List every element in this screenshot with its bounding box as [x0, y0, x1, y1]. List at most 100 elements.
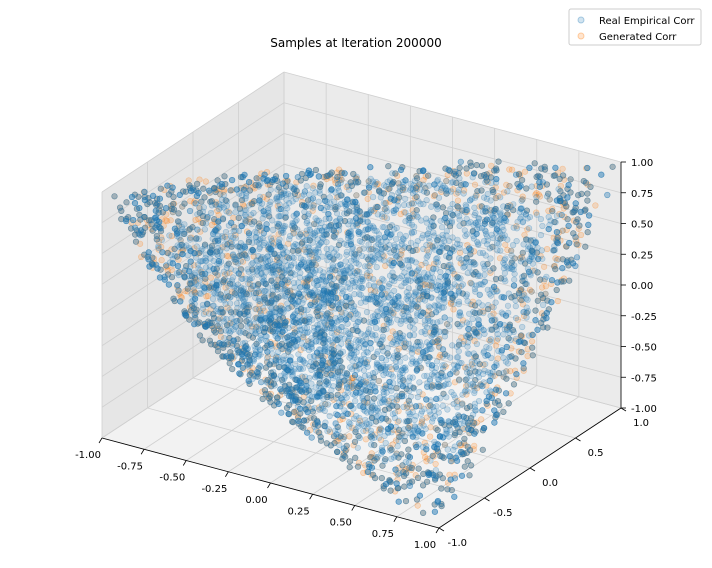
data-point — [312, 360, 319, 367]
data-point — [164, 267, 171, 274]
data-point — [256, 308, 264, 315]
data-point — [237, 184, 244, 192]
data-point — [450, 186, 457, 193]
gridline-y-floor — [192, 377, 531, 469]
data-point — [210, 302, 217, 309]
data-point — [401, 467, 408, 474]
data-point — [375, 180, 382, 187]
data-point — [222, 300, 229, 308]
data-point — [487, 207, 494, 214]
data-point — [432, 460, 439, 468]
data-point — [528, 338, 536, 345]
data-point — [312, 421, 319, 428]
data-point — [422, 260, 429, 267]
data-point — [208, 198, 215, 205]
data-point — [236, 310, 243, 317]
data-point — [388, 371, 395, 378]
data-point — [277, 269, 284, 276]
data-point — [462, 201, 469, 208]
data-point — [476, 291, 483, 298]
data-point — [301, 417, 308, 424]
data-point — [367, 454, 374, 461]
data-point — [543, 246, 551, 253]
data-point — [470, 271, 477, 278]
data-point — [233, 342, 240, 350]
data-point — [355, 423, 362, 430]
data-point — [261, 387, 269, 394]
data-point — [427, 329, 434, 336]
data-point — [560, 176, 568, 183]
data-point — [192, 315, 199, 322]
data-point — [210, 324, 217, 332]
data-point — [509, 242, 517, 249]
data-point — [305, 338, 312, 345]
data-point — [378, 355, 385, 362]
data-point — [229, 252, 236, 259]
data-point — [369, 331, 376, 338]
data-point — [170, 193, 177, 201]
data-point — [343, 184, 350, 191]
data-point — [468, 301, 476, 308]
data-point — [584, 229, 591, 236]
data-point — [401, 437, 409, 445]
data-point — [516, 172, 524, 179]
data-point — [503, 324, 511, 331]
data-point — [539, 295, 546, 302]
data-point — [368, 472, 375, 479]
data-point — [504, 205, 511, 212]
data-point — [438, 419, 445, 427]
data-point — [413, 183, 421, 190]
data-point — [422, 185, 429, 192]
data-point — [327, 324, 334, 332]
data-point — [282, 202, 289, 209]
data-point — [310, 257, 317, 264]
data-point — [226, 355, 234, 362]
data-point — [563, 202, 570, 209]
data-point — [218, 305, 225, 312]
data-point — [484, 179, 491, 186]
data-point — [521, 340, 529, 347]
data-point — [482, 361, 489, 368]
data-point — [385, 283, 392, 290]
data-point — [291, 329, 298, 336]
data-point — [427, 424, 434, 431]
gridline-y-floor — [147, 407, 485, 499]
data-point — [437, 351, 444, 359]
data-point — [201, 226, 208, 233]
data-point — [265, 394, 272, 401]
data-point — [455, 189, 462, 196]
data-point — [517, 296, 524, 303]
data-point — [431, 412, 439, 420]
data-point — [180, 246, 187, 253]
data-point — [436, 344, 443, 351]
data-point — [420, 509, 427, 517]
data-point — [553, 235, 561, 242]
data-point — [573, 237, 580, 244]
data-point — [267, 198, 274, 205]
data-point — [253, 306, 260, 313]
data-point — [296, 274, 304, 281]
data-point — [471, 204, 478, 211]
data-point — [455, 354, 462, 361]
data-point — [508, 166, 516, 173]
data-point — [427, 433, 434, 440]
data-point — [177, 237, 184, 244]
data-point — [168, 274, 176, 281]
data-point — [211, 185, 218, 192]
data-point — [118, 216, 125, 223]
data-point — [409, 461, 416, 469]
data-point — [167, 205, 174, 213]
data-point — [312, 189, 319, 196]
data-point — [299, 374, 306, 381]
data-point — [353, 204, 360, 211]
data-point — [413, 496, 421, 503]
data-point — [238, 357, 245, 365]
data-point — [503, 181, 510, 188]
data-point — [453, 369, 460, 376]
data-point — [392, 170, 399, 177]
data-point — [510, 201, 517, 208]
data-point — [450, 168, 457, 175]
data-point — [316, 241, 323, 248]
data-point — [410, 331, 418, 339]
data-point — [337, 368, 344, 375]
